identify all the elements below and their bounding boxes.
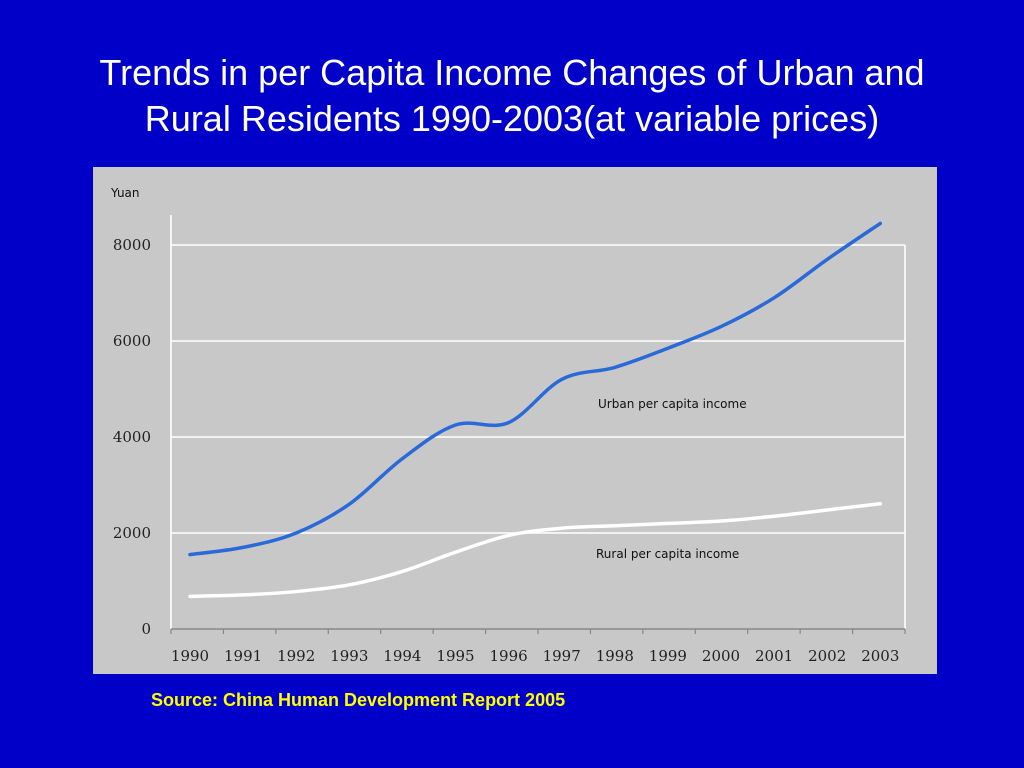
x-tick-label: 2002 xyxy=(808,647,846,665)
y-tick-label: 8000 xyxy=(113,236,151,254)
income-chart: 0 2000 4000 6000 8000 1990 1991 1992 1993 1994 199… xyxy=(93,167,937,674)
slide-title: Trends in per Capita Income Changes of U… xyxy=(0,50,1024,142)
x-tick-label: 1992 xyxy=(277,647,315,665)
x-tick-label: 1993 xyxy=(330,647,368,665)
x-tick-label: 2003 xyxy=(861,647,899,665)
label-layer: Yuan Urban per capita income Rural per c… xyxy=(110,186,747,561)
series-line-urban xyxy=(188,221,883,557)
x-tick-label: 1999 xyxy=(649,647,687,665)
rural-series-label: Rural per capita income xyxy=(596,547,739,561)
income-chart-svg: 0 2000 4000 6000 8000 1990 1991 1992 1993 1994 199… xyxy=(110,186,906,665)
x-tick-label: 1991 xyxy=(224,647,262,665)
x-tick-label: 2001 xyxy=(755,647,793,665)
x-tick-label: 1994 xyxy=(383,647,421,665)
y-tick-label: 2000 xyxy=(113,524,151,542)
urban-series-label: Urban per capita income xyxy=(598,397,747,411)
x-tick-label: 1996 xyxy=(490,647,528,665)
x-tick-label: 1995 xyxy=(436,647,474,665)
axis-layer: 0 2000 4000 6000 8000 1990 1991 1992 1993 1994 199… xyxy=(113,215,906,665)
y-tick-label: 0 xyxy=(141,620,151,638)
source-note: Source: China Human Development Report 2… xyxy=(151,690,566,710)
x-tick-label: 2000 xyxy=(702,647,740,665)
x-tick-label: 1997 xyxy=(543,647,581,665)
x-tick-label: 1990 xyxy=(171,647,209,665)
slide-title-line-2: Rural Residents 1990-2003(at variable pr… xyxy=(144,98,880,139)
series-layer xyxy=(188,221,883,599)
grid-layer xyxy=(171,244,905,534)
slide-title-line-1: Trends in per Capita Income Changes of U… xyxy=(99,52,925,93)
y-tick-label: 4000 xyxy=(113,428,151,446)
series-line-rural xyxy=(188,501,883,599)
y-tick-label: 6000 xyxy=(113,332,151,350)
x-tick-label: 1998 xyxy=(596,647,634,665)
y-axis-label: Yuan xyxy=(110,186,140,200)
